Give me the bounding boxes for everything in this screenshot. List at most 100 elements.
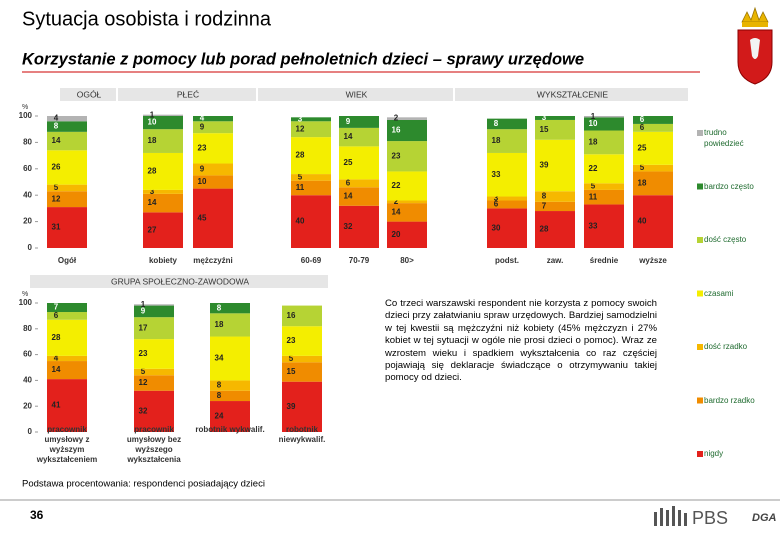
- legend-swatch: [697, 290, 703, 297]
- data-label: 12: [296, 124, 305, 133]
- slide-subtitle: Korzystanie z pomocy lub porad pełnoletn…: [22, 50, 584, 68]
- bar-segment: [291, 180, 331, 196]
- bar-segment: [535, 211, 575, 248]
- data-label: 9: [141, 306, 146, 315]
- bar-segment: [193, 121, 233, 134]
- coat-of-arms: [737, 6, 773, 85]
- bar-segment: [487, 208, 527, 248]
- bar-segment: [47, 379, 87, 432]
- bar-segment: [387, 117, 427, 120]
- legend-label-box: dość często: [704, 235, 747, 244]
- data-label: 4: [200, 114, 205, 123]
- data-label: 9: [346, 117, 351, 126]
- data-label: 5: [640, 163, 645, 172]
- legend-swatch: [697, 397, 703, 404]
- x-tick-label-box: robotnik wykwalif.: [195, 425, 264, 434]
- bar-segment: [47, 150, 87, 185]
- legend-label: trudno powiedzieć: [704, 128, 744, 148]
- data-label: 3: [150, 187, 155, 196]
- bar-segment: [210, 336, 250, 381]
- note-text-box: Co trzeci warszawski respondent nie korz…: [385, 298, 657, 384]
- bar-segment: [47, 207, 87, 248]
- data-label: 8: [494, 119, 499, 128]
- page-number: 36: [30, 508, 44, 522]
- y-tick-label: 0: [28, 243, 33, 252]
- legend-swatch: [697, 451, 703, 457]
- data-label: 9: [200, 165, 205, 174]
- bar-segment: [339, 146, 379, 180]
- bar-segment: [47, 184, 87, 192]
- legend-label-box: czasami: [704, 289, 733, 298]
- bar-segment: [487, 129, 527, 153]
- data-label: 22: [392, 181, 401, 190]
- data-label: 34: [215, 354, 224, 363]
- bar-segment: [47, 131, 87, 151]
- data-label: 26: [52, 163, 61, 172]
- bar-segment: [633, 131, 673, 165]
- bar-segment: [487, 152, 527, 197]
- bar-segment: [134, 390, 174, 432]
- bar-segment: [633, 164, 673, 172]
- x-tick-label: 80>: [400, 256, 414, 265]
- data-label: 5: [289, 354, 294, 363]
- y-axis-label: %: [22, 291, 28, 298]
- data-label: 6: [494, 200, 499, 209]
- bar-segment: [47, 355, 87, 362]
- data-label: 18: [638, 178, 647, 187]
- data-label: 33: [492, 170, 501, 179]
- legend-label-box: bardzo często: [704, 182, 754, 191]
- data-label: 6: [640, 123, 645, 132]
- bar-segment: [143, 114, 183, 116]
- data-label: 28: [296, 151, 305, 160]
- y-tick-label: 0: [28, 427, 33, 436]
- x-tick-label: 60-69: [300, 256, 322, 265]
- group-header-band: [60, 88, 116, 101]
- note-text: Co trzeci warszawski respondent nie korz…: [385, 298, 657, 384]
- bar-segment: [210, 401, 250, 432]
- x-tick-label: Ogół: [57, 256, 77, 265]
- group-header-band: [30, 275, 328, 288]
- x-tick-label: zaw.: [546, 256, 564, 265]
- bar-segment: [584, 130, 624, 155]
- x-tick-label: wyższe: [639, 256, 667, 265]
- bar-segment: [47, 361, 87, 380]
- x-tick-label: mężczyźni: [193, 256, 233, 265]
- bar-segment: [210, 390, 250, 402]
- group-header: PŁEĆ: [177, 89, 199, 99]
- data-label: 3: [298, 114, 303, 123]
- data-label: 15: [540, 125, 549, 134]
- data-label: 23: [392, 151, 401, 160]
- y-tick-label: 60: [23, 350, 32, 359]
- bar-segment: [193, 188, 233, 248]
- data-label: 30: [492, 223, 501, 232]
- bar-segment: [535, 191, 575, 202]
- bar-segment: [193, 163, 233, 176]
- x-tick-label-box: wyższe: [639, 256, 667, 265]
- data-label: 2: [394, 114, 399, 123]
- x-tick-label: 70-79: [348, 256, 370, 265]
- bar-segment: [387, 171, 427, 201]
- bar-segment: [339, 205, 379, 248]
- data-label: 18: [589, 138, 598, 147]
- x-tick-label: pracownik umysłowy bez wyższego wykształ…: [126, 425, 182, 464]
- data-label: 8: [217, 391, 222, 400]
- bar-segment: [487, 196, 527, 201]
- legend-label-box: bardzo rzadko: [704, 396, 755, 405]
- bar-segment: [584, 189, 624, 205]
- bar-segment: [143, 116, 183, 130]
- bar-segment: [143, 129, 183, 153]
- bar-segment: [387, 221, 427, 248]
- data-label: 23: [198, 143, 207, 152]
- bar-segment: [633, 123, 673, 132]
- bar-segment: [143, 193, 183, 213]
- bar-segment: [282, 362, 322, 382]
- data-label: 22: [589, 164, 598, 173]
- data-label: 4: [54, 354, 59, 363]
- bar-segment: [487, 200, 527, 209]
- x-tick-label: kobiety: [148, 256, 177, 265]
- bar-segment: [584, 183, 624, 190]
- data-label: 28: [52, 333, 61, 342]
- bar-segment: [387, 203, 427, 222]
- legend-label: dość często: [704, 235, 747, 244]
